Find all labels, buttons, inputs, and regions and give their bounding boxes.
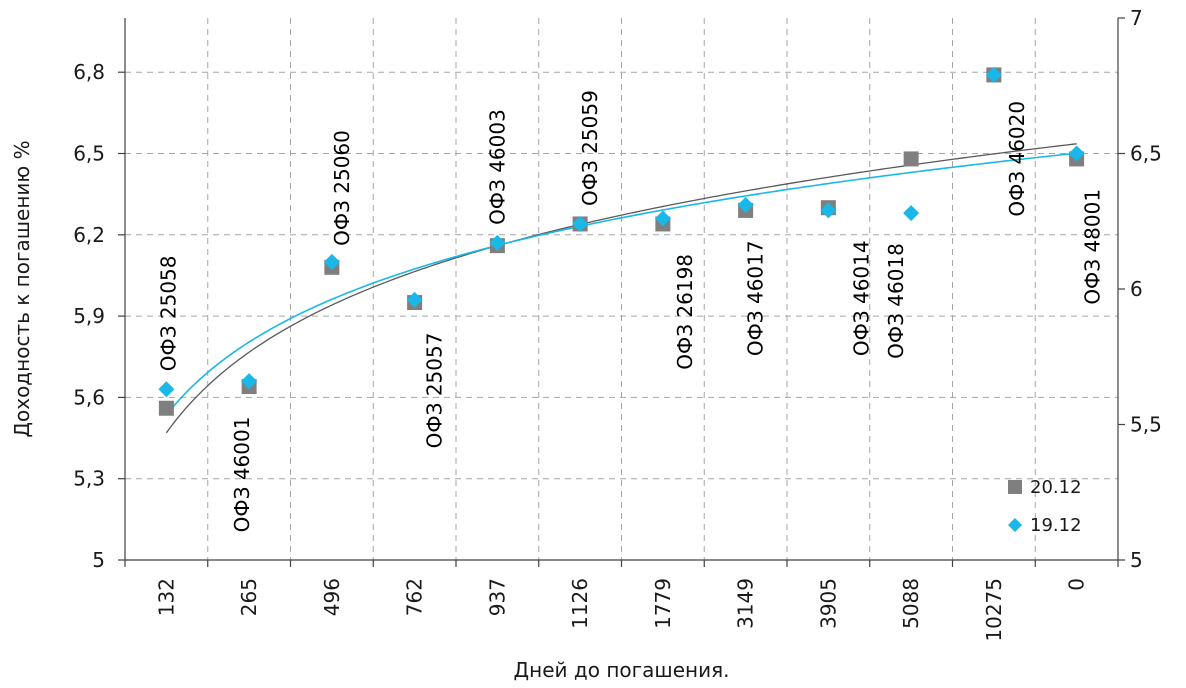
marker-diamond: [654, 210, 671, 227]
point-label: ОФЗ 46017: [744, 240, 768, 356]
trendline-20.12: [165, 143, 1077, 434]
gridlines: [124, 18, 1119, 560]
legend-marker-diamond: [1008, 518, 1022, 532]
y-axis-title: Доходность к погашению %: [10, 140, 34, 437]
marker-diamond: [489, 234, 506, 251]
point-label: ОФЗ 25059: [578, 90, 602, 206]
x-tick-label: 937: [485, 578, 509, 616]
x-tick-label: 3149: [734, 578, 758, 629]
y2-tick-label: 5: [1130, 548, 1143, 572]
y2-tick-label: 6,5: [1130, 142, 1162, 166]
marker-diamond: [323, 253, 340, 270]
marker-diamond: [572, 215, 589, 232]
y-tick-label: 5: [92, 548, 105, 572]
y-tick-label: 5,9: [73, 304, 105, 328]
point-label: ОФЗ 25058: [156, 256, 180, 372]
x-tick-label: 265: [237, 578, 261, 616]
y2-tick-label: 6: [1130, 277, 1143, 301]
legend-label: 20.12: [1030, 477, 1082, 498]
y-tick-label: 6,2: [73, 223, 105, 247]
x-tick-label: 762: [403, 578, 427, 616]
marker-diamond: [1068, 145, 1085, 162]
point-label: ОФЗ 25060: [330, 130, 354, 246]
point-label: ОФЗ 26198: [673, 254, 697, 370]
y-tick-label: 6,8: [73, 60, 105, 84]
x-tick-label: 5088: [899, 578, 923, 629]
x-tick-label: 496: [320, 578, 344, 616]
marker-diamond: [820, 202, 837, 219]
y-tick-label: 6,5: [73, 142, 105, 166]
point-label: ОФЗ 46001: [230, 417, 254, 533]
trendline-19.12: [165, 152, 1077, 416]
legend-label: 19.12: [1030, 515, 1082, 536]
y2-tick-label: 5,5: [1130, 413, 1162, 437]
data-markers: [158, 66, 1085, 416]
marker-diamond: [406, 291, 423, 308]
marker-diamond: [241, 373, 258, 390]
x-tick-label: 0: [1065, 578, 1089, 591]
x-tick-label: 1779: [651, 578, 675, 629]
marker-diamond: [985, 66, 1002, 83]
trendlines: [165, 143, 1077, 434]
marker-diamond: [737, 196, 754, 213]
marker-square: [158, 400, 174, 416]
legend: 20.12 19.12: [1008, 477, 1082, 536]
x-tick-label: 1126: [568, 578, 592, 629]
marker-square: [903, 151, 919, 167]
point-label: ОФЗ 46014: [849, 240, 873, 356]
marker-diamond: [158, 381, 175, 398]
point-label: ОФЗ 46003: [485, 109, 509, 225]
point-label: ОФЗ 25057: [423, 333, 447, 449]
marker-diamond: [903, 205, 920, 222]
x-tick-label: 10275: [982, 578, 1006, 642]
x-tick-label: 132: [154, 578, 178, 616]
point-labels: ОФЗ 25058 ОФЗ 46001 ОФЗ 25060 ОФЗ 25057 ОФЗ …: [156, 90, 1104, 532]
y-tick-label: 5,6: [73, 385, 105, 409]
axes: 5 5,3 5,6 5,9 6,2 6,5 6,8 5 5,5 6 6,5 7 132 265 496 762…: [10, 6, 1162, 682]
point-label: ОФЗ 46020: [1005, 101, 1029, 217]
point-label: ОФЗ 48001: [1081, 189, 1105, 305]
x-tick-label: 3905: [816, 578, 840, 629]
legend-marker-square: [1008, 480, 1022, 494]
y-tick-label: 5,3: [73, 467, 105, 491]
y2-tick-label: 7: [1130, 6, 1143, 30]
x-axis-title: Дней до погашения.: [514, 658, 730, 682]
point-label: ОФЗ 46018: [884, 243, 908, 359]
